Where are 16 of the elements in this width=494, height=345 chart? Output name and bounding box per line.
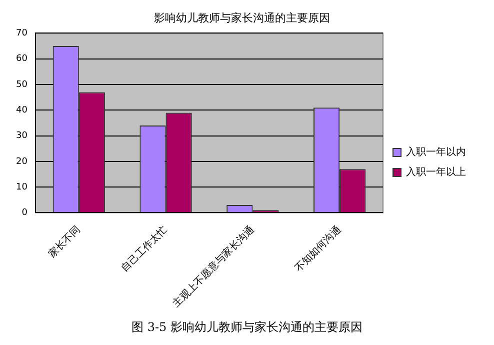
x-tick-label: 家长不同: [46, 223, 83, 260]
caption: 图 3-5 影响幼儿教师与家长沟通的主要原因: [130, 319, 364, 336]
x-tick-label: 自己工作太忙: [118, 223, 170, 274]
y-tick-label: 20: [16, 156, 28, 167]
y-tick-label: 10: [16, 182, 28, 192]
chart-title: 影响幼儿教师与家长沟通的主要原因: [154, 11, 330, 24]
x-tick-label: 不知如何沟通: [292, 223, 344, 274]
y-tick-label: 50: [16, 80, 28, 90]
y-tick-label: 30: [16, 131, 28, 142]
y-tick-label: 40: [16, 105, 28, 116]
y-tick-label: 0: [22, 208, 28, 218]
x-tick-label: 主观上不愿意与家长沟通: [170, 223, 257, 310]
y-tick-label: 70: [16, 28, 28, 39]
legend-label: 入职一年以内: [406, 146, 466, 158]
legend-label: 入职一年以上: [406, 166, 466, 178]
y-tick-label: 60: [16, 54, 28, 64]
